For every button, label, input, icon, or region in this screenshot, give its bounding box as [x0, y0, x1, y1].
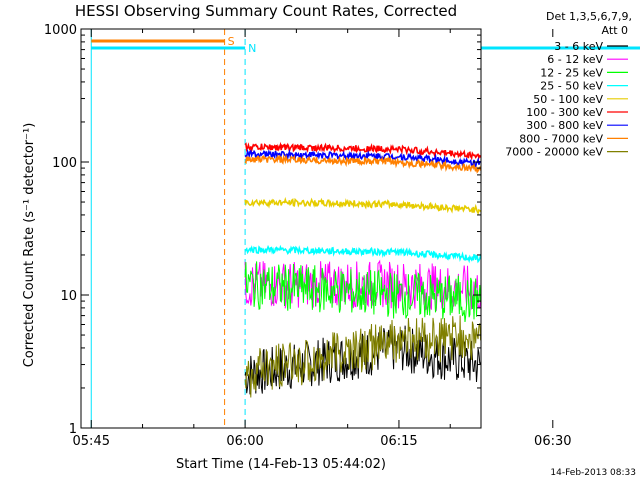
flag-bars: SN: [91, 35, 640, 55]
series-line-5: [244, 141, 481, 161]
legend-label: 3 - 6 keV: [554, 40, 603, 53]
series-line-3: [244, 244, 481, 264]
series-line-4: [244, 196, 481, 216]
y-tick-label: 10: [60, 289, 77, 304]
series-line-1: [244, 259, 481, 311]
legend-header: Att 0: [602, 24, 628, 37]
x-tick-label: 05:45: [73, 434, 110, 449]
y-tick-label: 1: [69, 422, 77, 437]
x-tick-label: 06:00: [226, 434, 263, 449]
flag-label: S: [228, 35, 235, 48]
legend-header: Det 1,3,5,6,7,9,: [546, 10, 632, 23]
series-lines: [244, 141, 481, 398]
plot-frame: [80, 28, 482, 429]
legend-label: 50 - 100 keV: [533, 93, 603, 106]
legend-label: 12 - 25 keV: [540, 66, 603, 79]
series-line-8: [244, 315, 481, 398]
legend-label: 800 - 7000 keV: [519, 132, 603, 145]
timestamp: 14-Feb-2013 08:33: [550, 468, 636, 478]
series-line-7: [244, 153, 481, 174]
series-line-6: [244, 148, 481, 169]
legend-label: 6 - 12 keV: [547, 53, 603, 66]
chart-title: HESSI Observing Summary Count Rates, Cor…: [75, 2, 457, 20]
x-tick-label: 06:30: [534, 434, 571, 449]
legend-label: 300 - 800 keV: [526, 119, 603, 132]
time-markers: [90, 29, 246, 428]
y-tick-label: 100: [52, 156, 77, 171]
legend-label: 100 - 300 keV: [526, 106, 603, 119]
series-line-2: [244, 261, 481, 323]
y-tick-label: 1000: [44, 23, 77, 38]
x-tick-label: 06:15: [380, 434, 417, 449]
legend-label: 7000 - 20000 keV: [505, 146, 603, 159]
legend-label: 25 - 50 keV: [540, 80, 603, 93]
x-axis-label: Start Time (14-Feb-13 05:44:02): [176, 457, 386, 472]
y-axis-ticks: 1 10 100 1000: [44, 23, 481, 437]
y-axis-label: Corrected Count Rate (s⁻¹ detector⁻¹): [22, 123, 37, 368]
flag-label: N: [248, 42, 256, 55]
